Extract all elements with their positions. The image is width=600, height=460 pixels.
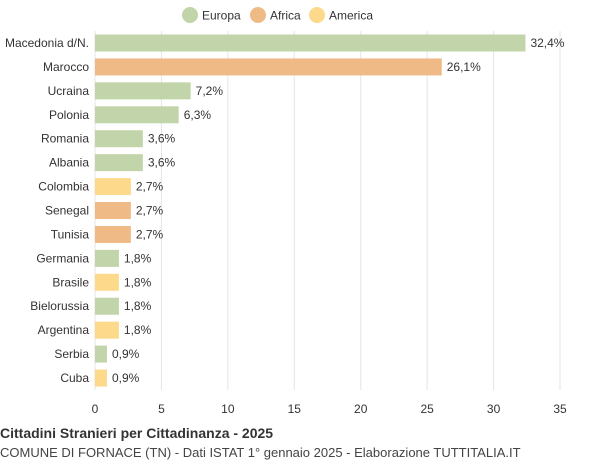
bar	[95, 321, 119, 339]
data-label: 26,1%	[447, 60, 481, 74]
category-label: Marocco	[43, 60, 89, 74]
category-label: Bielorussia	[30, 299, 89, 313]
bar	[95, 130, 143, 148]
x-tick-label: 0	[92, 402, 99, 416]
data-label: 1,8%	[124, 323, 152, 337]
bar	[95, 202, 131, 220]
legend-label: Europa	[202, 9, 241, 23]
legend-swatch	[182, 7, 198, 23]
category-label: Argentina	[38, 323, 90, 337]
bar	[95, 369, 107, 387]
legend-swatch	[250, 7, 266, 23]
x-tick-label: 5	[158, 402, 165, 416]
category-label: Colombia	[38, 180, 89, 194]
bar	[95, 345, 107, 363]
category-label: Romania	[41, 132, 89, 146]
category-label: Cuba	[60, 371, 89, 385]
bar	[95, 58, 442, 76]
bar	[95, 154, 143, 172]
bar	[95, 249, 119, 267]
data-label: 1,8%	[124, 299, 152, 313]
x-tick-label: 30	[487, 402, 501, 416]
category-label: Macedonia d/N.	[5, 36, 89, 50]
x-tick-label: 15	[288, 402, 302, 416]
x-tick-label: 10	[221, 402, 235, 416]
data-label: 0,9%	[112, 371, 140, 385]
legend-label: Africa	[270, 9, 301, 23]
legend-label: America	[329, 9, 373, 23]
chart-title: Cittadini Stranieri per Cittadinanza - 2…	[0, 425, 274, 441]
x-tick-label: 20	[354, 402, 368, 416]
legend-swatch	[309, 7, 325, 23]
category-label: Brasile	[52, 275, 89, 289]
bar	[95, 34, 526, 52]
data-label: 0,9%	[112, 347, 140, 361]
bar	[95, 297, 119, 315]
data-label: 3,6%	[148, 156, 176, 170]
data-label: 7,2%	[196, 84, 224, 98]
bar	[95, 273, 119, 291]
category-label: Polonia	[49, 108, 89, 122]
chart-subtitle: COMUNE DI FORNACE (TN) - Dati ISTAT 1° g…	[0, 445, 521, 460]
category-label: Serbia	[54, 347, 89, 361]
category-label: Senegal	[45, 204, 89, 218]
data-label: 2,7%	[136, 204, 164, 218]
data-label: 32,4%	[530, 36, 564, 50]
data-label: 1,8%	[124, 251, 152, 265]
bar	[95, 178, 131, 196]
category-label: Albania	[49, 156, 89, 170]
bar	[95, 106, 179, 124]
category-label: Ucraina	[48, 84, 90, 98]
bar	[95, 82, 191, 100]
bar	[95, 225, 131, 243]
data-label: 3,6%	[148, 132, 176, 146]
data-label: 6,3%	[184, 108, 212, 122]
category-label: Germania	[36, 251, 89, 265]
data-label: 1,8%	[124, 275, 152, 289]
x-tick-label: 35	[553, 402, 567, 416]
x-tick-label: 25	[420, 402, 434, 416]
category-label: Tunisia	[51, 227, 90, 241]
data-label: 2,7%	[136, 227, 164, 241]
data-label: 2,7%	[136, 180, 164, 194]
